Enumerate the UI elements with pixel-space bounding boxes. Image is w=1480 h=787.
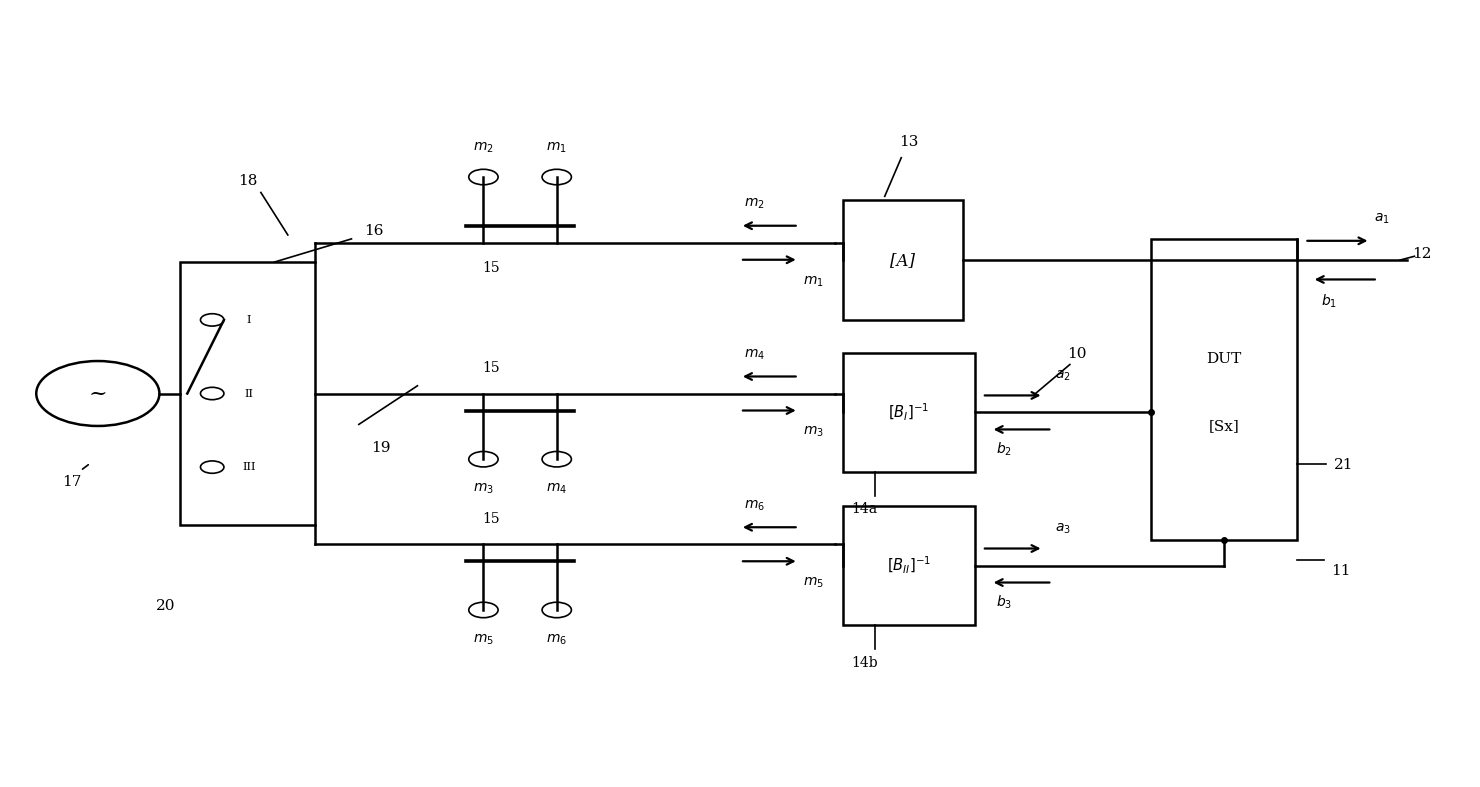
- Text: $b_1$: $b_1$: [1322, 293, 1338, 310]
- Text: 15: 15: [482, 361, 500, 375]
- Text: $m_5$: $m_5$: [474, 632, 494, 647]
- Text: $m_3$: $m_3$: [802, 425, 824, 439]
- Text: ~: ~: [89, 382, 107, 405]
- Text: $m_6$: $m_6$: [744, 498, 765, 513]
- Text: $m_3$: $m_3$: [474, 482, 494, 496]
- Text: 16: 16: [364, 224, 383, 238]
- Text: $m_4$: $m_4$: [546, 482, 567, 496]
- Text: 12: 12: [1412, 247, 1431, 261]
- Text: [A]: [A]: [891, 252, 915, 268]
- Text: 15: 15: [482, 512, 500, 526]
- Text: DUT: DUT: [1206, 353, 1242, 367]
- Text: $m_4$: $m_4$: [744, 348, 765, 362]
- Text: I: I: [247, 315, 252, 325]
- Text: 14b: 14b: [851, 656, 878, 670]
- Text: 13: 13: [898, 135, 918, 150]
- Text: 10: 10: [1067, 347, 1086, 361]
- Text: $m_1$: $m_1$: [546, 140, 567, 155]
- Text: II: II: [244, 389, 253, 398]
- Text: 20: 20: [155, 599, 175, 613]
- Bar: [181, 262, 315, 525]
- Text: $m_1$: $m_1$: [804, 274, 824, 289]
- Text: $a_3$: $a_3$: [1055, 521, 1070, 536]
- Bar: [842, 505, 974, 626]
- Text: $m_2$: $m_2$: [474, 140, 494, 155]
- Text: $[B_I]^{-1}$: $[B_I]^{-1}$: [888, 402, 929, 423]
- Text: $m_5$: $m_5$: [802, 576, 824, 590]
- Text: $m_6$: $m_6$: [546, 632, 567, 647]
- Bar: [1150, 239, 1296, 541]
- Text: $a_2$: $a_2$: [1055, 368, 1070, 382]
- Text: III: III: [243, 462, 256, 472]
- Text: 21: 21: [1335, 458, 1354, 472]
- Text: 18: 18: [238, 174, 258, 188]
- Text: 14a: 14a: [851, 502, 878, 516]
- Text: $[B_{II}]^{-1}$: $[B_{II}]^{-1}$: [887, 555, 931, 576]
- Text: $b_2$: $b_2$: [996, 441, 1012, 458]
- Text: $m_2$: $m_2$: [744, 197, 765, 211]
- Text: 17: 17: [62, 475, 81, 490]
- Bar: [842, 353, 974, 472]
- Text: 15: 15: [482, 261, 500, 275]
- Bar: [842, 200, 963, 320]
- Text: $a_1$: $a_1$: [1375, 212, 1390, 227]
- Text: 19: 19: [371, 441, 391, 455]
- Text: [Sx]: [Sx]: [1209, 419, 1239, 433]
- Text: $b_3$: $b_3$: [996, 594, 1012, 611]
- Text: 11: 11: [1332, 564, 1351, 578]
